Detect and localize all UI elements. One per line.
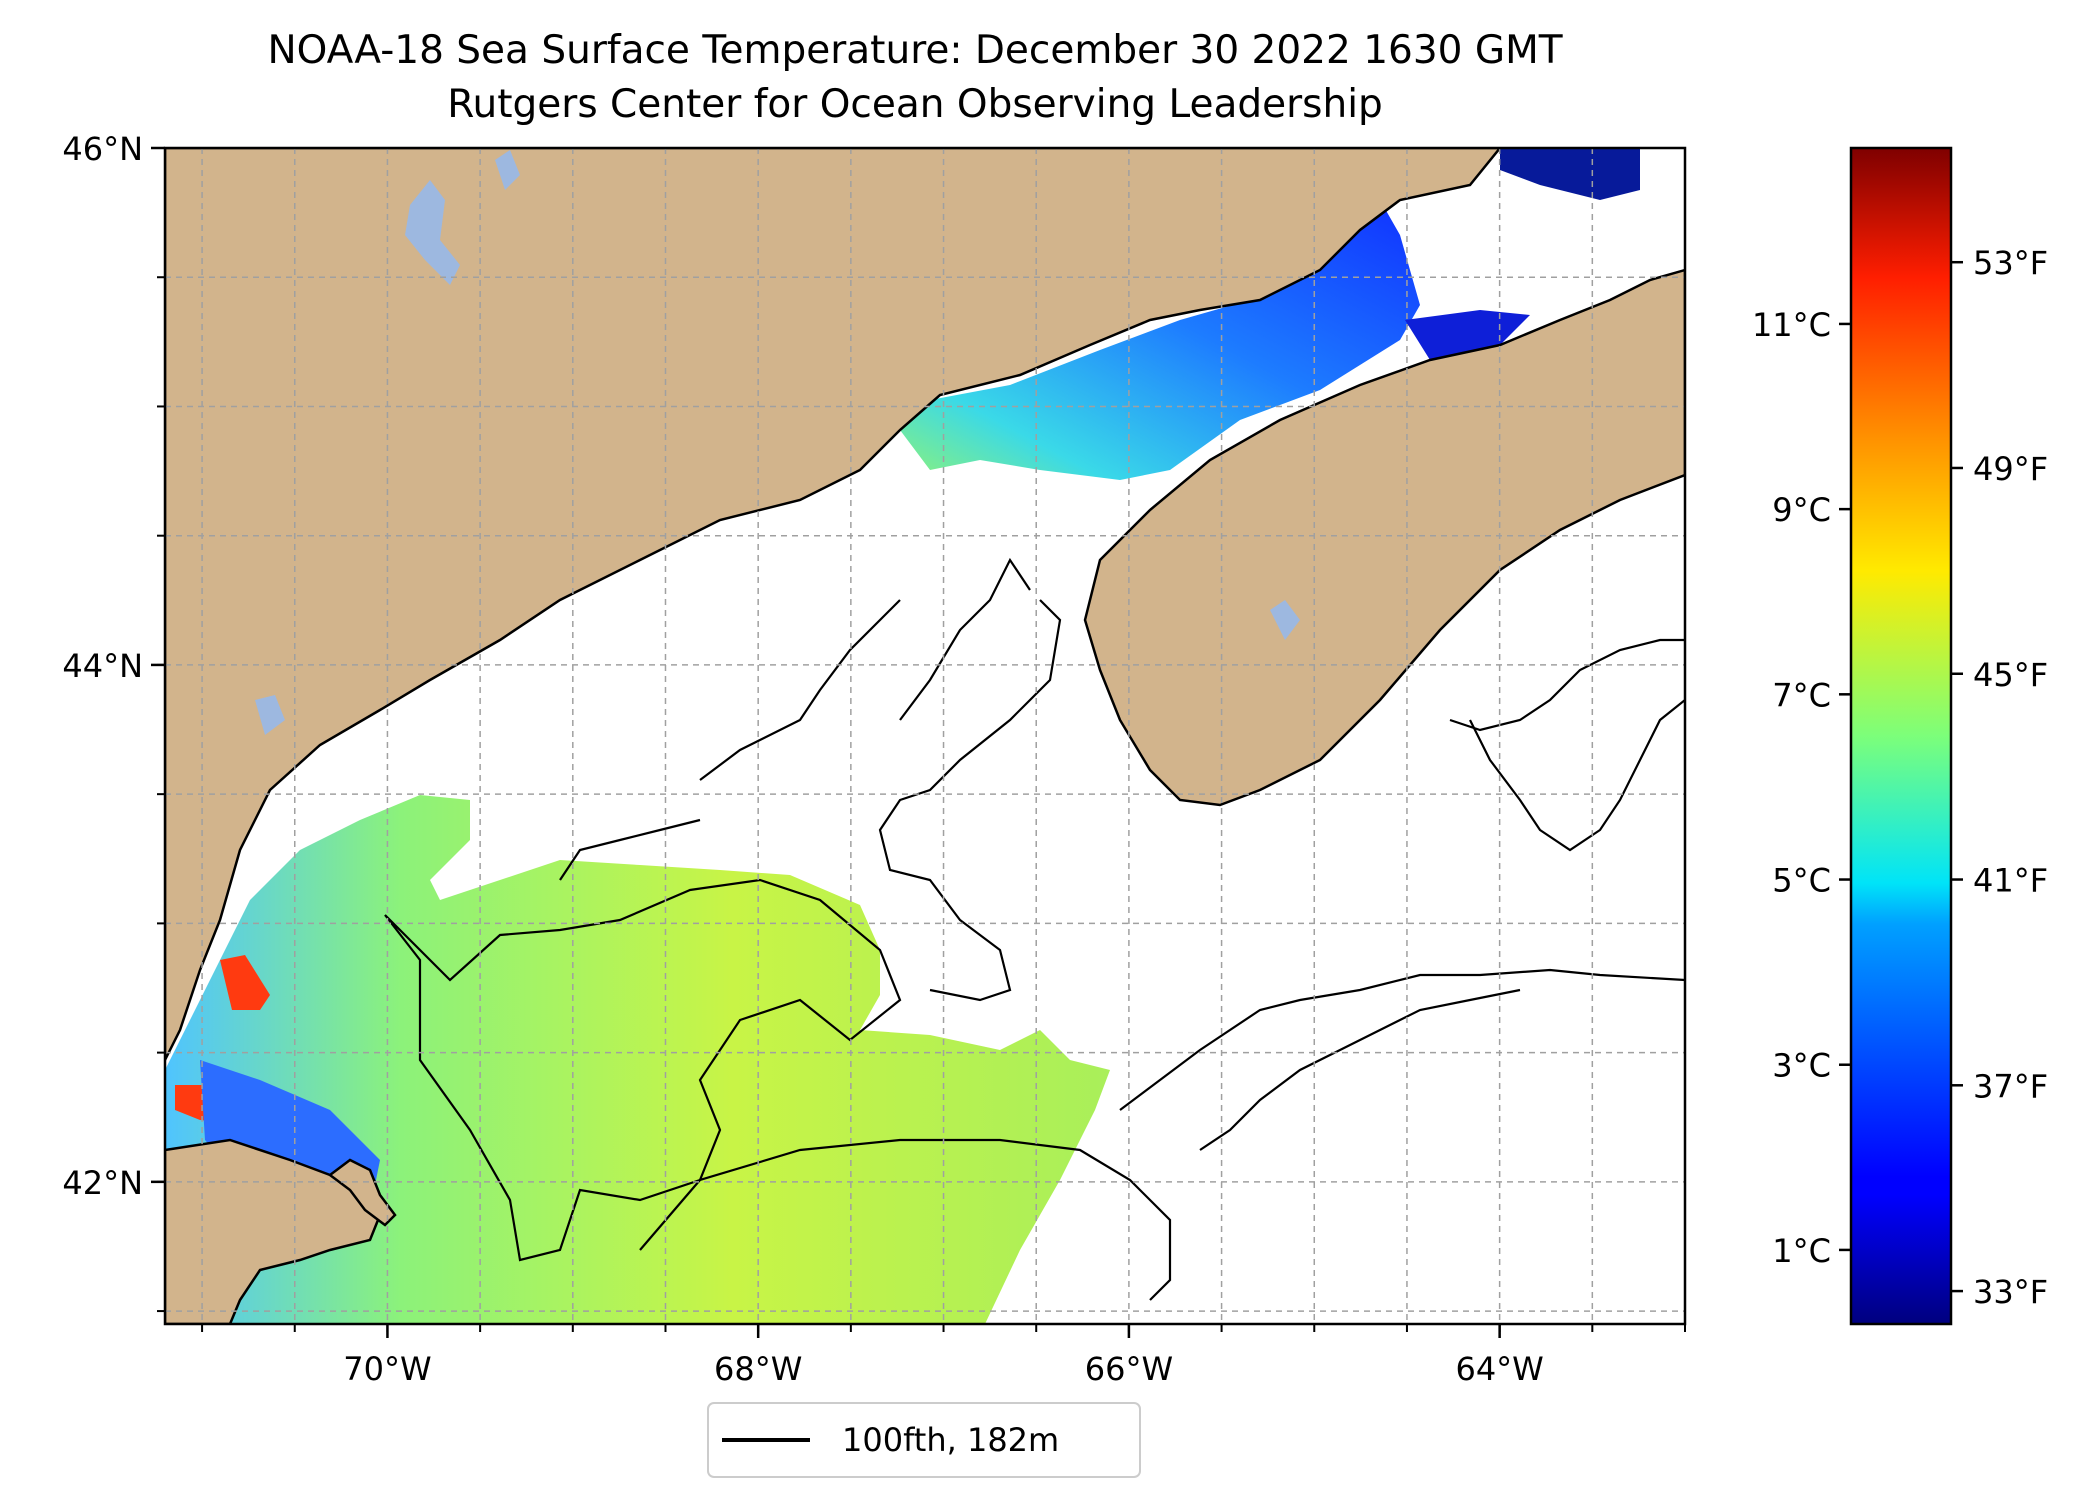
map-layers xyxy=(165,148,1685,1324)
land-cape-cod xyxy=(327,1158,397,1227)
colorbar: 1°C 3°C 5°C 7°C 9°C 11°C 33°F 37°F 41°F 45°F 49°F 5… xyxy=(1752,146,2048,1326)
map-frame xyxy=(163,146,1687,1326)
lake xyxy=(255,695,285,735)
isobath-legend: 100fth, 182m xyxy=(707,1402,1141,1478)
colorbar-fahrenheit-label: 37°F xyxy=(1973,1067,2048,1105)
map-subtitle: Rutgers Center for Ocean Observing Leade… xyxy=(447,82,1383,127)
sst-region-bay-of-fundy xyxy=(900,200,1420,480)
isobath-line xyxy=(1119,968,1685,1111)
colorbar-celsius-label: 9°C xyxy=(1772,491,1831,529)
isobath-line xyxy=(1199,988,1521,1151)
lat-tick-label: 42°N xyxy=(62,1164,143,1202)
map-panel: 70°W 68°W 66°W 64°W 46°N 44°N 42°N xyxy=(62,130,1687,1388)
colorbar-celsius-label: 7°C xyxy=(1772,676,1831,714)
isobath-line xyxy=(899,557,1031,721)
colorbar-celsius-label: 3°C xyxy=(1772,1047,1831,1085)
isobath-line xyxy=(699,599,901,781)
sst-warm-patch xyxy=(220,955,270,1010)
sst-region-gulf-of-maine xyxy=(165,795,1110,1324)
isobath-line xyxy=(639,1138,1172,1301)
colorbar-fahrenheit-label: 45°F xyxy=(1973,656,2048,694)
land-nova-scotia xyxy=(1083,268,1685,807)
isobath-line xyxy=(1449,638,1685,732)
colorbar-celsius-label: 11°C xyxy=(1752,306,1831,344)
legend-box xyxy=(707,1402,1141,1478)
graticule xyxy=(165,148,1685,1324)
colorbar-celsius-label: 5°C xyxy=(1772,862,1831,900)
lon-tick-label: 64°W xyxy=(1455,1350,1543,1388)
colorbar-fahrenheit-label: 49°F xyxy=(1973,450,2048,488)
map-axis-ticks: 70°W 68°W 66°W 64°W 46°N 44°N 42°N xyxy=(62,130,1686,1388)
isobath-contours xyxy=(384,557,1685,1301)
lake xyxy=(1270,600,1300,640)
map-title: NOAA-18 Sea Surface Temperature: Decembe… xyxy=(267,28,1563,73)
sst-region-minas-basin xyxy=(1405,310,1530,370)
legend-label: 100fth, 182m xyxy=(842,1421,1059,1459)
isobath-line xyxy=(878,599,1062,1002)
lake xyxy=(405,180,460,285)
colorbar-fahrenheit-label: 53°F xyxy=(1973,244,2048,282)
lon-tick-label: 70°W xyxy=(343,1350,431,1388)
isobath-line xyxy=(559,818,701,881)
lake xyxy=(495,150,520,190)
isobath-line xyxy=(384,878,902,1262)
colorbar-fahrenheit-label: 33°F xyxy=(1973,1273,2048,1311)
colorbar-celsius-label: 1°C xyxy=(1772,1232,1831,1270)
lon-tick-label: 68°W xyxy=(714,1350,802,1388)
land-maine-new-brunswick xyxy=(165,148,1502,1061)
land-southern-new-england xyxy=(165,1138,382,1324)
lon-tick-label: 66°W xyxy=(1085,1350,1173,1388)
colorbar-ticks: 1°C 3°C 5°C 7°C 9°C 11°C 33°F 37°F 41°F 45°F 49°F 5… xyxy=(1752,244,2048,1311)
colorbar-gradient xyxy=(1849,146,1953,1326)
colorbar-fahrenheit-label: 41°F xyxy=(1973,862,2048,900)
sst-region-northeast xyxy=(1500,148,1640,200)
lat-tick-label: 44°N xyxy=(62,647,143,685)
lat-tick-label: 46°N xyxy=(62,130,143,168)
isobath-line xyxy=(1469,699,1685,852)
